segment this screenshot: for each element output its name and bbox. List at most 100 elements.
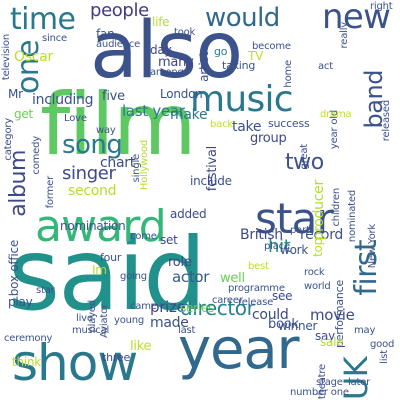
cloud-word: singer bbox=[62, 163, 116, 184]
cloud-word: Love bbox=[64, 113, 87, 124]
cloud-word: good bbox=[370, 339, 395, 350]
cloud-word: box office bbox=[7, 240, 21, 297]
cloud-word: great bbox=[299, 144, 310, 170]
cloud-word: work bbox=[280, 243, 309, 257]
cloud-word: stage bbox=[316, 377, 343, 388]
cloud-word: hit bbox=[268, 236, 291, 257]
cloud-word: go bbox=[214, 45, 228, 58]
cloud-word: part bbox=[290, 225, 310, 236]
cloud-word: right bbox=[370, 1, 393, 12]
cloud-word: came bbox=[130, 301, 157, 312]
cloud-word: artist bbox=[197, 52, 211, 82]
cloud-word: series bbox=[180, 301, 215, 315]
cloud-word: list bbox=[379, 350, 390, 364]
cloud-word: back bbox=[210, 119, 233, 130]
cloud-word: second bbox=[68, 183, 117, 199]
cloud-word: come bbox=[130, 231, 157, 242]
cloud-word: star bbox=[36, 285, 55, 296]
cloud-word: among bbox=[150, 67, 184, 78]
cloud-word: British bbox=[240, 227, 283, 243]
cloud-word: success bbox=[268, 117, 310, 130]
cloud-word: home bbox=[283, 60, 294, 88]
cloud-word: producer bbox=[311, 180, 327, 241]
cloud-word: London bbox=[160, 87, 203, 101]
cloud-word: audience bbox=[96, 39, 141, 50]
cloud-word: nomination bbox=[60, 219, 126, 233]
cloud-word: since bbox=[42, 33, 67, 44]
cloud-word: prize bbox=[150, 298, 186, 316]
cloud-word: former bbox=[45, 176, 56, 209]
cloud-word: Oscar bbox=[14, 49, 53, 65]
cloud-word: movie bbox=[310, 306, 355, 324]
cloud-word: day bbox=[150, 43, 172, 57]
cloud-word: film bbox=[40, 75, 197, 175]
cloud-word: later bbox=[348, 377, 371, 388]
cloud-word: going bbox=[120, 271, 147, 282]
cloud-word: nominated bbox=[347, 190, 358, 243]
cloud-word: live bbox=[76, 313, 93, 324]
cloud-word: programme bbox=[228, 283, 285, 294]
cloud-word: festival bbox=[205, 146, 220, 192]
cloud-word: five bbox=[102, 89, 125, 104]
cloud-word: Mr bbox=[8, 87, 23, 101]
cloud-word: make bbox=[170, 107, 208, 123]
cloud-word: TV bbox=[248, 49, 264, 63]
cloud-word: three bbox=[102, 351, 131, 364]
cloud-word: New York bbox=[367, 224, 378, 269]
cloud-word: really bbox=[339, 22, 350, 49]
cloud-word: like bbox=[130, 339, 152, 354]
cloud-word: last bbox=[178, 325, 196, 336]
cloud-word: Im bbox=[92, 263, 107, 277]
cloud-word: see bbox=[272, 289, 293, 303]
cloud-word: include bbox=[190, 174, 232, 188]
cloud-word: act bbox=[318, 61, 333, 72]
cloud-word: including bbox=[32, 92, 94, 108]
cloud-word: many bbox=[158, 55, 194, 70]
cloud-word: director bbox=[180, 296, 255, 320]
cloud-word: fan bbox=[96, 27, 115, 41]
cloud-word: set bbox=[160, 233, 178, 247]
cloud-word: music bbox=[190, 79, 294, 120]
cloud-word: young bbox=[114, 315, 145, 326]
cloud-word: number one bbox=[290, 387, 349, 398]
cloud-word: group bbox=[250, 131, 287, 146]
cloud-word: said bbox=[8, 216, 207, 333]
cloud-word: get bbox=[14, 107, 33, 121]
cloud-word: star bbox=[255, 194, 334, 243]
cloud-word: show bbox=[12, 334, 138, 392]
cloud-word: best bbox=[248, 261, 269, 272]
cloud-word: career bbox=[212, 295, 243, 306]
cloud-word: released bbox=[381, 100, 392, 142]
cloud-word: award bbox=[35, 201, 167, 252]
cloud-word: took bbox=[174, 27, 196, 38]
cloud-word: actor bbox=[172, 268, 210, 286]
cloud-word: world bbox=[304, 281, 331, 292]
cloud-word: well bbox=[220, 271, 245, 286]
cloud-word: chart bbox=[100, 155, 135, 171]
cloud-word: become bbox=[252, 41, 291, 52]
cloud-word: life bbox=[152, 15, 170, 29]
cloud-word: new bbox=[322, 0, 391, 37]
cloud-word: record bbox=[300, 227, 344, 243]
cloud-word: song bbox=[62, 130, 123, 160]
cloud-word: Hollywood bbox=[139, 140, 150, 191]
cloud-word: year bbox=[178, 317, 300, 382]
cloud-word: four bbox=[100, 251, 122, 264]
cloud-word: winner bbox=[278, 319, 318, 333]
cloud-word: musical bbox=[72, 325, 110, 336]
cloud-word: comedy bbox=[31, 136, 42, 175]
cloud-word: taking bbox=[222, 59, 256, 72]
cloud-word: way bbox=[96, 125, 116, 136]
cloud-word: would bbox=[205, 3, 280, 33]
cloud-word: two bbox=[285, 150, 324, 175]
cloud-word: made bbox=[150, 315, 189, 331]
cloud-word: rock bbox=[304, 267, 325, 278]
cloud-word: say bbox=[315, 329, 335, 343]
cloud-word: sale bbox=[320, 335, 344, 349]
cloud-word: play bbox=[8, 295, 33, 309]
cloud-word: book bbox=[268, 317, 299, 332]
cloud-word: ceremony bbox=[4, 333, 53, 344]
cloud-word: top bbox=[311, 238, 325, 257]
cloud-word: television bbox=[1, 34, 12, 81]
